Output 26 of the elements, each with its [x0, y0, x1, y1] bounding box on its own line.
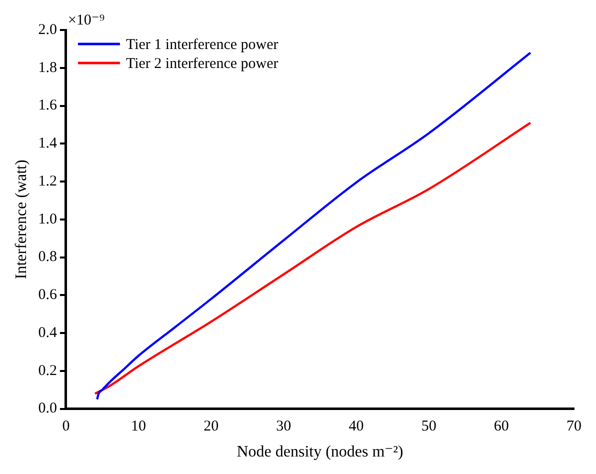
x-tick-label: 0 [62, 418, 70, 435]
y-tick-label: 0.6 [38, 287, 58, 304]
x-axis-title: Node density (nodes m⁻²) [236, 444, 404, 461]
x-tick-label: 20 [204, 418, 219, 435]
y-tick-label: 0.0 [38, 400, 57, 417]
legend-label: Tier 1 interference power [126, 36, 278, 53]
x-tick-label: 30 [276, 418, 292, 435]
x-tick-label: 70 [566, 418, 582, 435]
y-tick-label: 2.0 [38, 22, 57, 38]
x-tick-label: 60 [494, 418, 509, 435]
y-tick-label: 1.6 [38, 98, 58, 114]
y-tick-label: 0.8 [38, 249, 57, 266]
y-tick-label: 1.0 [38, 211, 57, 228]
x-tick-label: 40 [348, 418, 364, 435]
y-tick-label: 0.4 [38, 324, 58, 341]
y-tick-label: 1.8 [38, 60, 57, 76]
y-axis-title: Interference (watt) [12, 160, 30, 280]
x-tick-label: 10 [131, 418, 146, 435]
y-tick-label: 1.2 [38, 173, 57, 190]
text: ×10⁻⁹ [68, 12, 105, 28]
y-tick-label: 1.4 [38, 136, 58, 152]
legend-label: Tier 2 interference power [126, 56, 278, 72]
line-series [96, 52, 532, 400]
x-tick-label: 50 [421, 418, 436, 435]
line-series [94, 122, 532, 395]
y-tick-label: 0.2 [38, 362, 57, 379]
